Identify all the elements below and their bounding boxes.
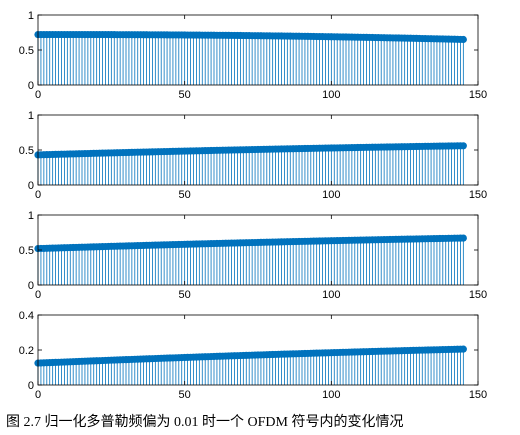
stem-plot-4: 0 50 100 150 0 0.2 0.4	[19, 310, 487, 400]
x-tick-label: 150	[469, 389, 487, 400]
stems-group	[37, 34, 464, 85]
stem-marker	[459, 234, 467, 242]
x-tick-label: 100	[322, 289, 340, 300]
y-tick-label: 0.2	[19, 345, 34, 357]
stem-marker	[459, 35, 467, 44]
stem-plot-panel-2: 0 50 100 150 0 0.5 1	[0, 100, 520, 200]
y-tick-label: 0.4	[19, 310, 34, 322]
x-tick-label: 150	[469, 289, 487, 300]
stem-plot-panel-4: 0 50 100 150 0 0.2 0.4	[0, 300, 520, 400]
y-tick-label: 0.5	[19, 45, 34, 57]
x-tick-label: 0	[35, 189, 41, 200]
y-tick-label: 0	[28, 180, 34, 192]
y-tick-label: 1	[28, 210, 34, 222]
markers-group	[34, 30, 467, 44]
x-tick-label: 0	[35, 289, 41, 300]
x-tick-label: 100	[322, 189, 340, 200]
y-tick-label: 0	[28, 80, 34, 92]
y-tick-label: 0	[28, 280, 34, 292]
markers-group	[34, 345, 467, 367]
y-tick-label: 0.5	[19, 245, 34, 257]
x-tick-label: 0	[35, 389, 41, 400]
x-tick-label: 100	[322, 89, 340, 100]
x-tick-label: 50	[179, 389, 191, 400]
figure-panels: 0 50 100 150 0 0.5 1 0 50 100 150 0 0.5 1 0 50 100 150 0 0.…	[0, 0, 520, 400]
x-tick-label: 0	[35, 89, 41, 100]
y-tick-label: 1	[28, 10, 34, 22]
x-tick-label: 50	[179, 189, 191, 200]
stem-plot-2: 0 50 100 150 0 0.5 1	[19, 110, 487, 200]
x-tick-label: 100	[322, 389, 340, 400]
x-tick-label: 150	[469, 89, 487, 100]
stem-marker	[459, 142, 467, 150]
markers-group	[34, 234, 467, 253]
stems-group	[37, 349, 464, 385]
stem-plot-panel-3: 0 50 100 150 0 0.5 1	[0, 200, 520, 300]
stem-plot-panel-1: 0 50 100 150 0 0.5 1	[0, 0, 520, 100]
y-tick-label: 1	[28, 110, 34, 122]
stem-plot-1: 0 50 100 150 0 0.5 1	[19, 10, 487, 100]
stem-plot-3: 0 50 100 150 0 0.5 1	[19, 210, 487, 300]
figure-caption: 图 2.7 归一化多普勒频偏为 0.01 时一个 OFDM 符号内的变化情况	[6, 415, 404, 430]
x-tick-label: 50	[179, 289, 191, 300]
stems-group	[37, 145, 464, 185]
stem-marker	[459, 345, 467, 353]
markers-group	[34, 142, 467, 159]
y-tick-label: 0	[28, 380, 34, 392]
x-tick-label: 150	[469, 189, 487, 200]
y-tick-label: 0.5	[19, 145, 34, 157]
x-tick-label: 50	[179, 89, 191, 100]
stems-group	[37, 238, 464, 285]
